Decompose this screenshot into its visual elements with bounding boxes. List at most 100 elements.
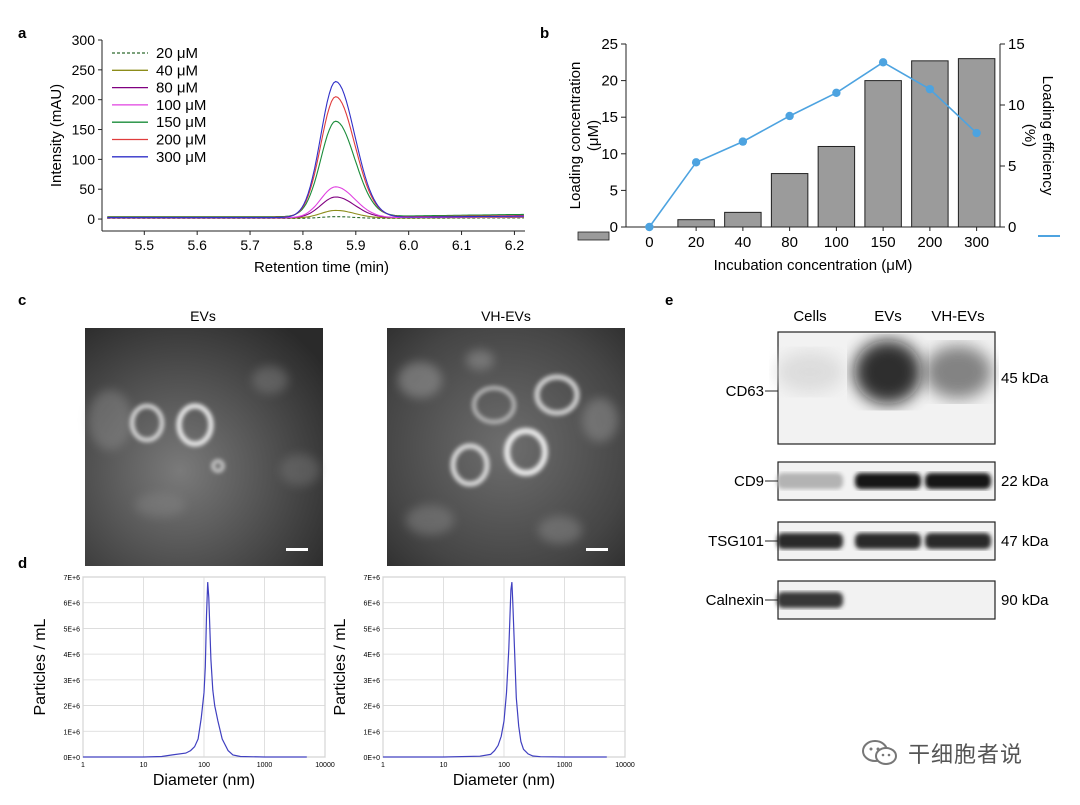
x-tick-label: 10 (440, 762, 448, 769)
x-tick-label: 10000 (615, 762, 635, 769)
y-tick-label: 0 (610, 219, 618, 236)
nta-size-distribution-vh-evs: 1 10 100 1000 10000 0E+0 1E+6 2E+6 3E+6 4E+6 5E+6 6… (332, 575, 635, 789)
bar (770, 173, 809, 228)
x-tick-label: 10000 (315, 762, 335, 769)
y-tick-label: 0 (87, 211, 95, 227)
x-tick-label: 100 (498, 762, 510, 769)
blot-band (777, 592, 843, 608)
y2-axis-title: Loading efficiency(%) (1021, 76, 1056, 196)
y-tick-label: 50 (79, 181, 95, 197)
efficiency-point (785, 111, 794, 121)
x-axis-title: Diameter (nm) (453, 772, 555, 789)
tem-label-evs: EVs (190, 308, 216, 324)
hplc-chromatogram: 0 50 100 150 200 250 300 5.5 5.6 5.7 5.8 5.9 6.0 6.1 6… (48, 32, 525, 276)
blot-size-label: 47 kDa (1001, 533, 1049, 550)
legend-label: 40 μM (156, 62, 198, 79)
efficiency-point (925, 84, 935, 94)
x-tick-label: 6.0 (399, 237, 419, 253)
x-tick-label: 5.8 (293, 237, 313, 253)
blot-band (924, 345, 992, 399)
y2-tick-label: 5 (1008, 158, 1016, 175)
blot-marker-label: TSG101 (708, 533, 764, 550)
legend-label: 100 μM (156, 97, 206, 114)
x-axis-title: Retention time (min) (254, 259, 389, 276)
western-blot: Cells EVs VH-EVs CD63 45 kDa CD9 22 kDa TSG101 4… (706, 308, 1049, 620)
x-tick-label: 1 (381, 762, 385, 769)
watermark-text: 干细胞者说 (908, 743, 1024, 768)
nta-size-distribution-evs: 1 10 100 1000 10000 0E+0 1E+6 2E+6 3E+6 4E+6 5E+6 6… (32, 575, 335, 789)
blot-band (855, 473, 921, 489)
y-tick-label: 200 (72, 92, 96, 108)
legend-label: 150 μM (156, 114, 206, 131)
tem-label-vh-evs: VH-EVs (481, 308, 531, 324)
bar (677, 219, 715, 228)
y-tick-label: 2E+6 (63, 704, 80, 711)
tem-images: EVs VH-EVs (85, 308, 625, 566)
efficiency-point (691, 158, 701, 167)
x-tick-label: 100 (198, 762, 210, 769)
blot-column-label: Cells (793, 308, 826, 325)
y-tick-label: 5E+6 (363, 626, 380, 633)
distribution-line (83, 582, 307, 758)
blot-size-label: 45 kDa (1001, 370, 1049, 387)
x-tick-label: 6.2 (505, 237, 525, 253)
y-tick-label: 100 (72, 151, 96, 167)
tem-image-vh-evs (387, 328, 625, 566)
x-tick-label: 80 (781, 234, 798, 251)
x-tick-label: 5.5 (135, 237, 155, 253)
y-tick-label: 4E+6 (63, 652, 80, 659)
x-tick-label: 300 (964, 234, 989, 251)
blot-size-label: 22 kDa (1001, 473, 1049, 490)
bar (817, 145, 856, 228)
x-axis-title: Incubation concentration (μM) (714, 257, 913, 274)
blot-column-label: VH-EVs (931, 308, 984, 325)
x-tick-label: 6.1 (452, 237, 472, 253)
y-tick-label: 300 (72, 32, 96, 48)
y-tick-label: 0E+0 (63, 755, 80, 762)
y-tick-label: 6E+6 (63, 601, 80, 608)
panel-letter-b: b (540, 25, 549, 42)
blot-band (855, 533, 921, 549)
legend-bar-swatch (577, 231, 610, 241)
y2-axis-title-line: Loading efficiency (1039, 76, 1056, 196)
efficiency-point (645, 222, 654, 232)
legend-label: 300 μM (156, 149, 206, 166)
x-tick-label: 1000 (557, 762, 573, 769)
blot-band (925, 473, 991, 489)
series-line (107, 120, 524, 218)
blot-column-label: EVs (874, 308, 902, 325)
blot-marker-label: Calnexin (706, 592, 764, 609)
watermark: 干细胞者说 (860, 735, 1023, 771)
panel-letter-a: a (18, 25, 27, 42)
y-tick-label: 150 (72, 122, 96, 138)
series-line (107, 186, 524, 219)
y-tick-label: 2E+6 (363, 704, 380, 711)
x-tick-label: 200 (917, 234, 942, 251)
efficiency-point (878, 58, 888, 67)
x-tick-label: 10 (140, 762, 148, 769)
y-axis-title: Particles / mL (32, 618, 49, 715)
blot-band (776, 351, 844, 393)
y-tick-label: 3E+6 (363, 678, 380, 685)
y-tick-label: 0E+0 (363, 755, 380, 762)
x-tick-label: 5.7 (240, 237, 260, 253)
y2-tick-label: 0 (1008, 219, 1016, 236)
y2-axis-title-line: (%) (1021, 124, 1038, 147)
y-axis-title: Intensity (mAU) (48, 84, 65, 187)
x-tick-label: 5.9 (346, 237, 366, 253)
legend-label: 200 μM (156, 132, 206, 149)
efficiency-point (738, 137, 748, 146)
y-axis-title: Loading concentration(μM) (567, 62, 602, 210)
x-tick-label: 1000 (257, 762, 273, 769)
y-axis-title: Particles / mL (332, 618, 349, 715)
efficiency-point (832, 88, 841, 98)
y-tick-label: 4E+6 (363, 652, 380, 659)
x-tick-label: 1 (81, 762, 85, 769)
y2-tick-label: 10 (1008, 97, 1025, 114)
x-tick-label: 20 (688, 234, 705, 251)
series-line (107, 80, 524, 219)
y-tick-label: 250 (72, 62, 96, 78)
y-axis-title-line: Loading concentration (567, 62, 584, 210)
y-tick-label: 15 (601, 109, 618, 126)
